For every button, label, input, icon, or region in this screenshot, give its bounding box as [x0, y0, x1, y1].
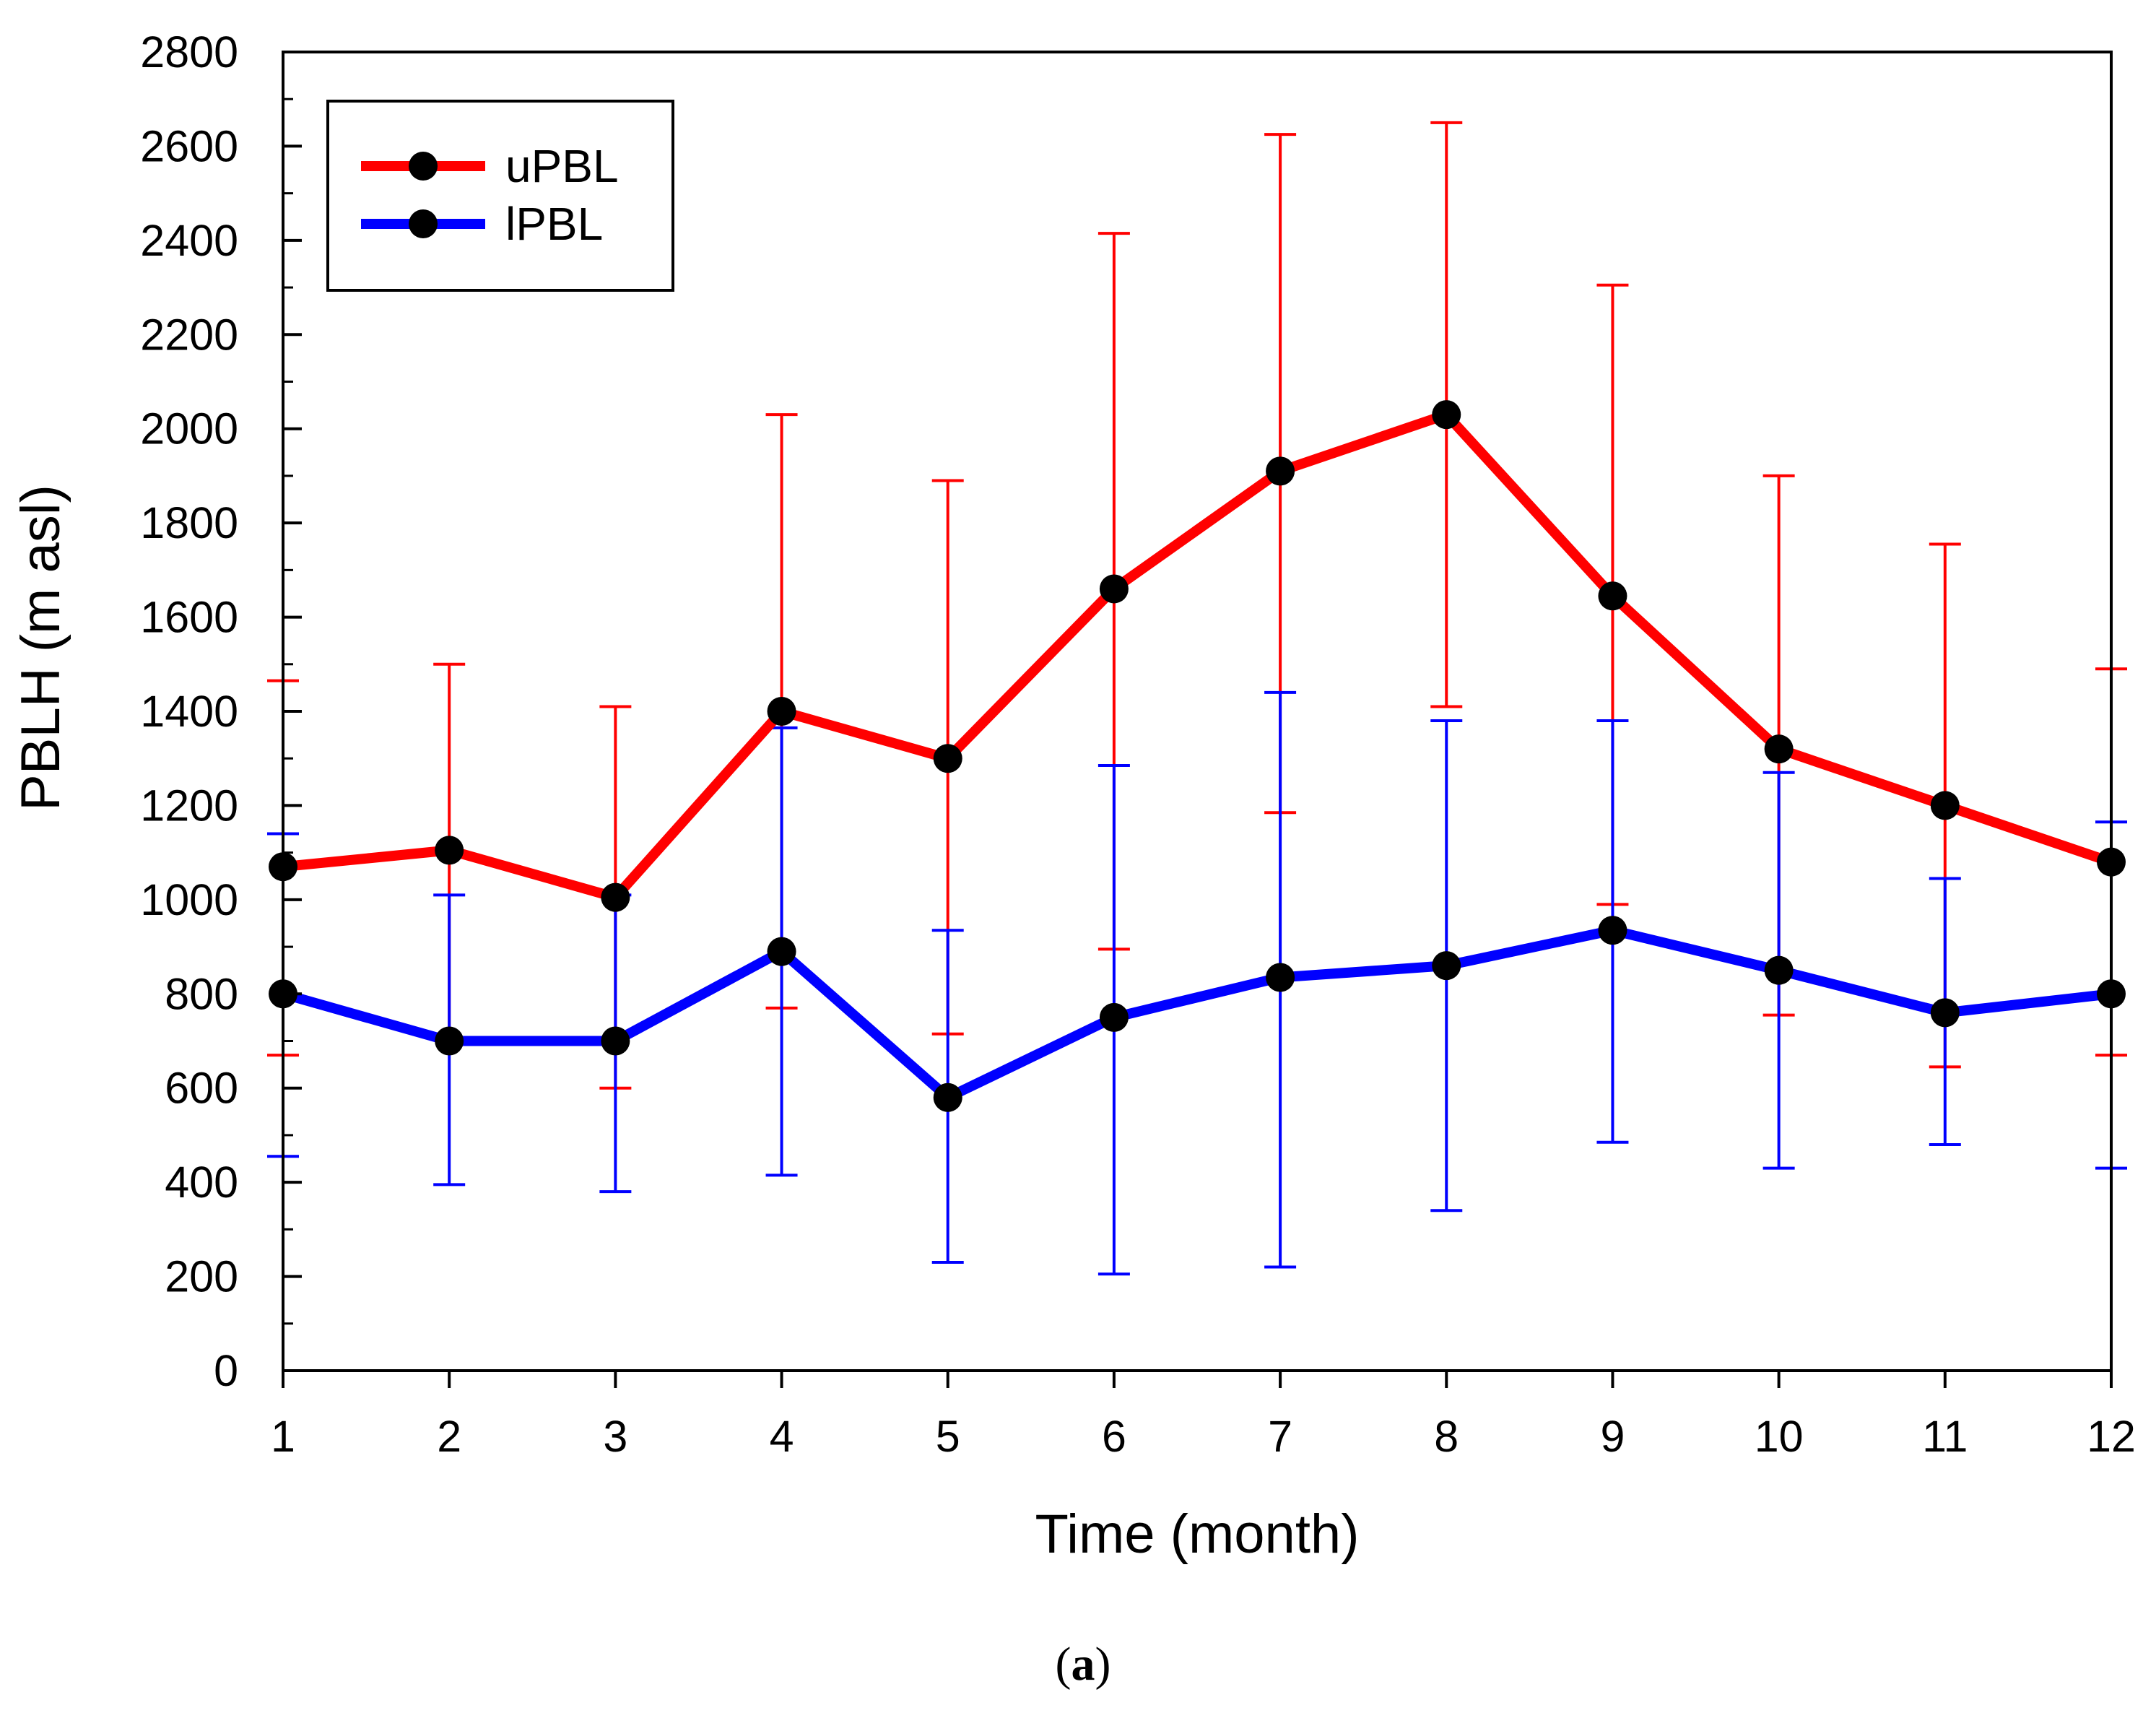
data-point-uPBL [1930, 791, 1960, 820]
data-point-lPBL [601, 1026, 630, 1056]
data-point-lPBL [1764, 955, 1794, 985]
legend-marker-uPBL [409, 152, 438, 181]
x-tick-label: 9 [1600, 1412, 1625, 1461]
data-point-lPBL [1266, 963, 1295, 992]
data-point-lPBL [1099, 1002, 1129, 1032]
y-tick-label: 2200 [140, 310, 238, 359]
y-axis-title: PBLH (m asl) [10, 485, 71, 811]
y-tick-label: 2800 [140, 27, 238, 77]
data-point-uPBL [435, 836, 464, 865]
data-point-uPBL [1266, 456, 1295, 486]
data-point-uPBL [1099, 574, 1129, 604]
legend-label-uPBL: uPBL [505, 140, 619, 192]
x-tick-label: 8 [1434, 1412, 1459, 1461]
data-point-uPBL [767, 697, 796, 726]
panel-label-close-paren: ) [1095, 1638, 1111, 1691]
data-point-uPBL [1598, 581, 1627, 611]
x-tick-label: 5 [936, 1412, 960, 1461]
series-line-uPBL [282, 409, 2113, 903]
y-tick-label: 400 [165, 1158, 238, 1207]
y-tick-label: 2400 [140, 216, 238, 265]
data-point-lPBL [1432, 951, 1461, 981]
x-tick-label: 4 [770, 1412, 794, 1461]
x-tick-label: 1 [271, 1412, 295, 1461]
y-tick-label: 600 [165, 1064, 238, 1113]
x-axis-title: Time (month) [1035, 1504, 1359, 1565]
x-tick-label: 6 [1102, 1412, 1126, 1461]
y-tick-label: 2600 [140, 121, 238, 170]
data-point-uPBL [1764, 734, 1794, 764]
legend: uPBL lPBL [326, 100, 674, 292]
y-tick-label: 2000 [140, 404, 238, 454]
x-tick-label: 12 [2087, 1412, 2136, 1461]
y-tick-label: 200 [165, 1252, 238, 1301]
y-tick-label: 0 [214, 1346, 238, 1395]
legend-label-lPBL: lPBL [505, 198, 603, 250]
y-tick-label: 1600 [140, 593, 238, 642]
series-lines [282, 409, 2113, 1103]
data-point-lPBL [767, 937, 796, 966]
data-point-uPBL [601, 882, 630, 912]
series-markers [269, 400, 2126, 1112]
panel-label-open-paren: ( [1056, 1638, 1072, 1691]
x-tick-label: 7 [1268, 1412, 1292, 1461]
data-point-lPBL [435, 1026, 464, 1056]
data-point-uPBL [933, 744, 962, 773]
y-tick-label: 1200 [140, 781, 238, 830]
legend-box [326, 100, 674, 292]
panel-label-letter: a [1072, 1638, 1095, 1691]
data-point-lPBL [1930, 998, 1960, 1028]
y-tick-label: 1800 [140, 498, 238, 547]
legend-marker-lPBL [409, 209, 438, 238]
data-point-lPBL [1598, 916, 1627, 945]
data-point-lPBL [933, 1083, 962, 1112]
y-tick-label: 1000 [140, 875, 238, 924]
series-line-lPBL [282, 925, 2112, 1103]
x-tick-label: 11 [1922, 1412, 1968, 1461]
x-tick-label: 3 [603, 1412, 627, 1461]
axes: 0 200 400 600 800 1000 1200 1400 1600 1800 2000 220… [140, 27, 2136, 1461]
y-tick-label: 800 [165, 969, 238, 1018]
x-tick-label: 10 [1755, 1412, 1804, 1461]
y-tick-label: 1400 [140, 687, 238, 736]
panel-label: (a) [1056, 1638, 1111, 1691]
x-tick-label: 2 [437, 1412, 461, 1461]
data-point-uPBL [1432, 400, 1461, 430]
